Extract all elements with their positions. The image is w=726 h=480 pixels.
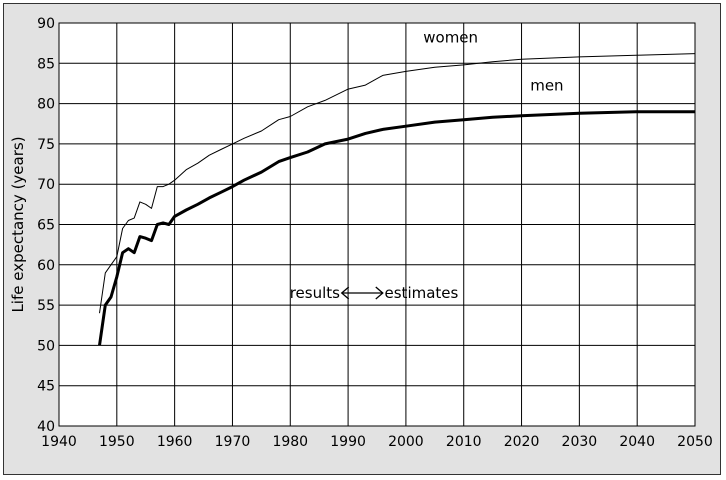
x-tick-label: 1950 [99,434,135,450]
y-tick-label: 85 [37,56,55,72]
y-axis-label: Life expectancy (years) [9,136,27,312]
annotation-results: results [290,284,340,302]
x-tick-label: 2000 [388,434,424,450]
series-line-men [98,110,695,346]
y-tick-label: 65 [37,218,55,234]
series-label-men: men [530,77,563,95]
x-tick-label: 2010 [446,434,482,450]
y-tick-label: 70 [37,177,55,193]
chart-frame: 40 45 50 55 60 65 70 75 80 85 90 1940 1950 1960 1970 19… [3,3,721,475]
double-arrow-icon [340,286,384,300]
arrow-head-right [375,286,384,300]
y-tick-label: 55 [37,298,55,314]
y-tick-label: 75 [37,137,55,153]
y-tick-label: 40 [37,419,55,435]
series-label-women: women [423,28,478,46]
series-line-women [99,53,696,314]
y-tick-label: 60 [37,258,55,274]
annotation-estimates: estimates [385,284,459,302]
arrow-head-left [340,286,350,300]
y-tick-label: 50 [37,338,55,354]
x-tick-label: 1990 [330,434,366,450]
x-tick-label: 1980 [272,434,308,450]
x-tick-label: 1970 [215,434,251,450]
y-tick-label: 90 [37,16,55,32]
x-tick-label: 1960 [157,434,193,450]
x-tick-label: 1940 [41,434,77,450]
x-tick-label: 2020 [504,434,540,450]
x-tick-label: 2040 [619,434,655,450]
x-tick-label: 2030 [562,434,598,450]
y-tick-label: 45 [37,379,55,395]
y-tick-label: 80 [37,97,55,113]
life-expectancy-chart: 40 45 50 55 60 65 70 75 80 85 90 1940 1950 1960 1970 19… [9,16,713,450]
x-tick-label: 2050 [677,434,713,450]
